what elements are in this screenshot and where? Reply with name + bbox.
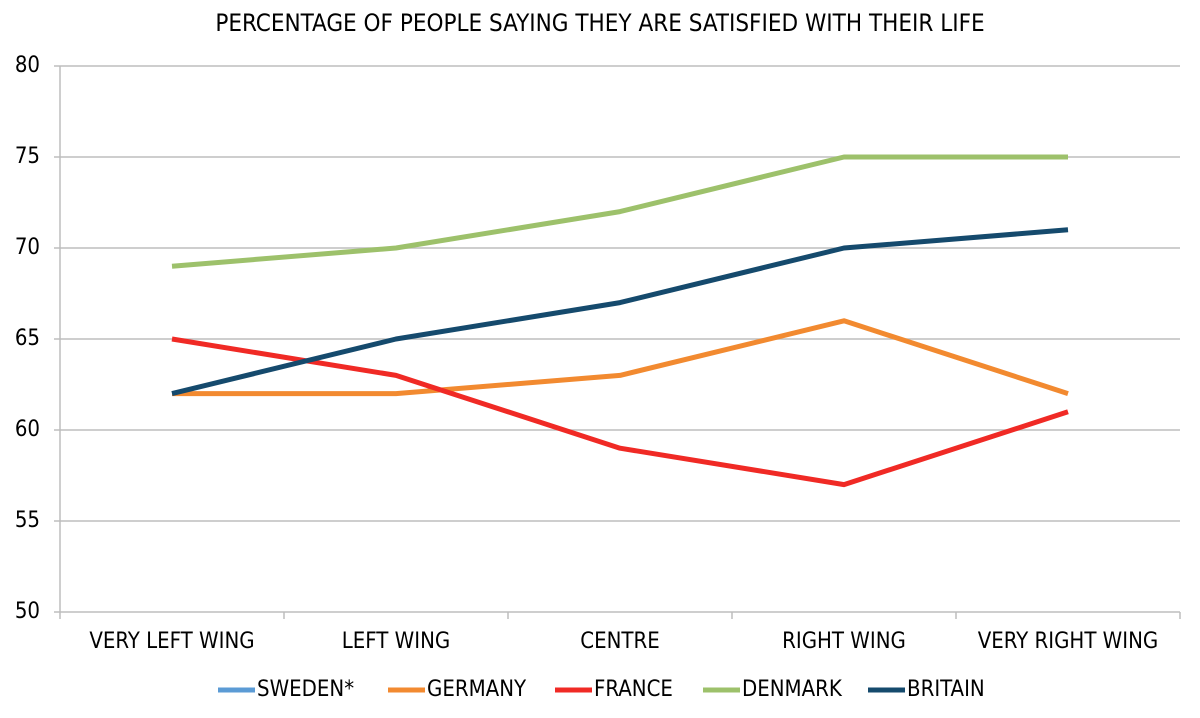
legend-label: SWEDEN* (257, 677, 354, 702)
legend-label: BRITAIN (907, 677, 985, 702)
legend-label: FRANCE (594, 677, 673, 702)
y-tick-label: 70 (15, 235, 40, 260)
series-line (172, 318, 1069, 397)
series-line (171, 227, 1069, 397)
x-tick-label: LEFT WING (342, 629, 450, 654)
y-tick-label: 65 (15, 326, 40, 351)
x-tick-label: VERY RIGHT WING (978, 629, 1158, 654)
y-tick-label: 80 (15, 53, 40, 78)
y-tick-label: 75 (15, 144, 40, 169)
y-tick-label: 50 (15, 599, 40, 624)
y-tick-label: 55 (15, 508, 40, 533)
x-tick-label: RIGHT WING (782, 629, 906, 654)
legend-label: DENMARK (742, 677, 843, 702)
x-tick-label: VERY LEFT WING (89, 629, 254, 654)
series-line (171, 154, 1068, 269)
series-line (171, 336, 1069, 488)
y-tick-label: 60 (15, 417, 40, 442)
chart-title: PERCENTAGE OF PEOPLE SAYING THEY ARE SAT… (215, 9, 984, 37)
legend-label: GERMANY (427, 677, 527, 702)
x-tick-label: CENTRE (580, 629, 659, 654)
